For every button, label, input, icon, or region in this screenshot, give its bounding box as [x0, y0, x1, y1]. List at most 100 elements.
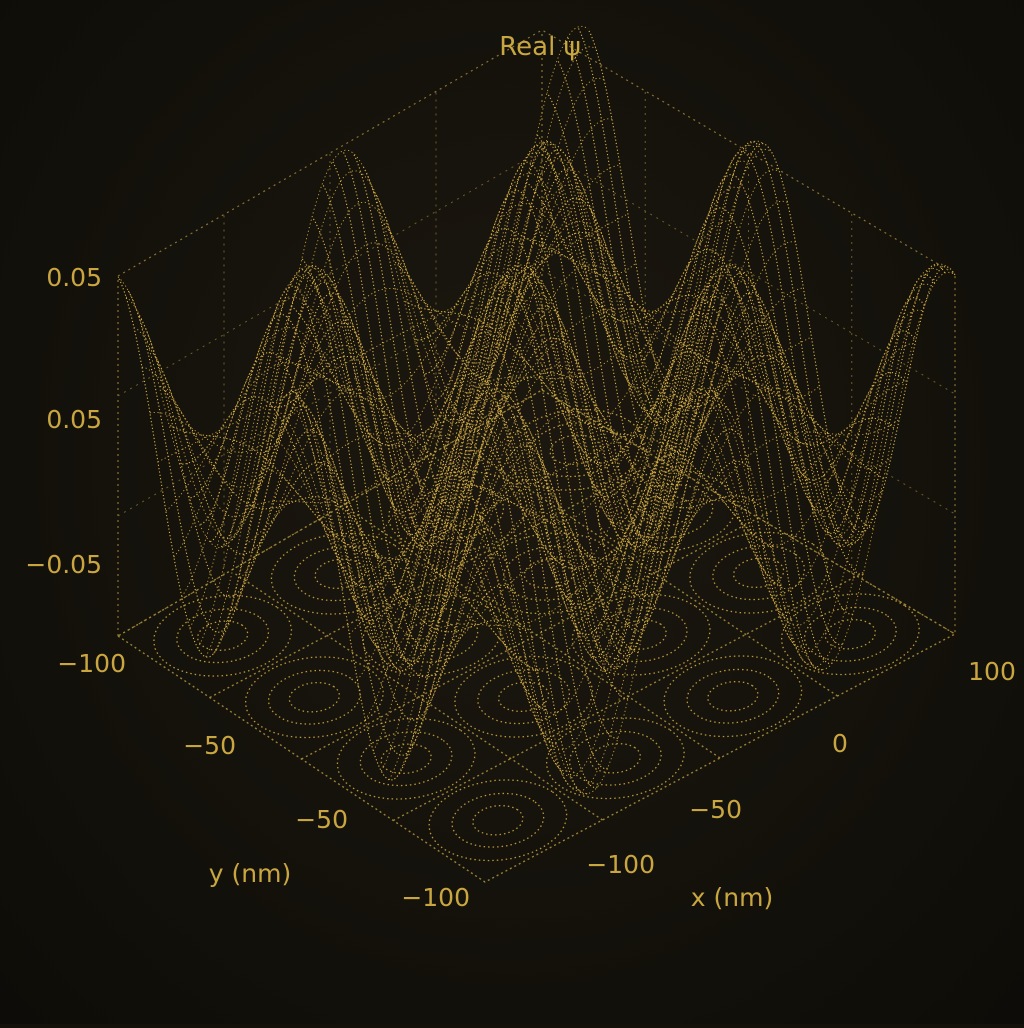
x-axis-label: x (nm) — [691, 883, 773, 912]
mesh-line-x — [209, 285, 578, 789]
mesh-line-y — [165, 238, 637, 512]
mesh-line-x — [199, 313, 567, 772]
mesh-line-y — [157, 213, 629, 463]
contour-ring — [314, 558, 366, 590]
contour-ring — [732, 557, 785, 589]
mesh-line-x — [383, 222, 752, 554]
contour-ring — [707, 680, 759, 712]
mesh-line-x — [311, 216, 680, 636]
mesh-line-y — [445, 342, 916, 670]
mesh-line-y — [364, 296, 836, 721]
floor-contours — [153, 408, 920, 862]
contour-ring — [663, 655, 803, 738]
mesh-line-x — [352, 152, 721, 657]
mesh-line-x — [577, 26, 946, 546]
y-tick-label: −100 — [401, 883, 470, 912]
mesh-line-y — [420, 387, 892, 705]
floor-border — [116, 389, 957, 883]
mesh-line-y — [341, 336, 812, 586]
mesh-line-x — [372, 190, 741, 597]
contour-ring — [523, 557, 576, 589]
back-grid — [117, 29, 956, 637]
contour-ring — [153, 594, 293, 677]
mesh-line-y — [317, 200, 788, 641]
chart-title: Real ψ — [499, 32, 580, 62]
contour-ring — [589, 742, 642, 774]
mesh-line-x — [546, 92, 915, 512]
floor-grid-line — [301, 510, 772, 760]
contour-ring — [267, 669, 361, 725]
contour-ring — [196, 620, 249, 652]
mesh-line-y — [372, 274, 844, 752]
mesh-line-x — [240, 273, 608, 770]
x-tick-label: 0 — [832, 729, 848, 758]
contour-ring — [359, 731, 453, 787]
floor-grid-line — [235, 573, 603, 821]
mesh-line-x — [291, 305, 660, 570]
mesh-line-y — [125, 46, 597, 539]
mesh-line-x — [189, 351, 557, 745]
mesh-line-y — [349, 361, 820, 635]
mesh-line-x — [393, 260, 762, 509]
mesh-line-x — [526, 181, 895, 446]
mesh-line-y — [149, 164, 621, 453]
mesh-line-x — [117, 276, 486, 781]
x-tick-label: −50 — [689, 795, 742, 824]
contour-ring — [454, 655, 594, 738]
mesh-line-x — [219, 269, 588, 795]
mesh-line-y — [277, 160, 748, 628]
contour-ring — [385, 607, 479, 663]
contour-ring — [406, 619, 458, 651]
mesh-line-x — [281, 356, 649, 604]
contour-ring — [497, 681, 550, 713]
contour-ring — [380, 743, 432, 775]
mesh-line-y — [173, 203, 645, 558]
mesh-line-x — [158, 384, 527, 633]
mesh-line-y — [261, 219, 732, 547]
mesh-line-y — [285, 144, 756, 654]
mesh-line-y — [468, 267, 940, 777]
mesh-line-x — [434, 189, 802, 648]
mesh-line-x — [362, 166, 731, 632]
contour-ring — [686, 668, 780, 724]
mesh-line-y — [309, 169, 780, 662]
z-tick-label: −0.05 — [25, 550, 102, 579]
mesh-line-x — [271, 355, 639, 654]
mesh-line-x — [342, 150, 711, 670]
mesh-line-y — [205, 143, 677, 658]
mesh-line-y — [189, 151, 661, 629]
y-tick-label: −50 — [295, 805, 348, 834]
contour-ring — [824, 618, 877, 650]
contour-ring — [689, 531, 829, 614]
mesh-line-y — [197, 141, 669, 649]
z-tick-label: 0.05 — [46, 405, 102, 434]
mesh-line-x — [137, 314, 506, 721]
contour-ring — [568, 730, 662, 786]
y-tick-label: −100 — [57, 649, 126, 678]
y-axis-label: y (nm) — [209, 859, 291, 888]
mesh-line-y — [476, 263, 948, 792]
mesh-line-y — [460, 283, 932, 751]
contour-ring — [244, 656, 384, 739]
mesh-line-y — [356, 326, 828, 681]
contour-ring — [594, 607, 688, 663]
box-edge — [117, 29, 956, 636]
mesh-line-x — [250, 292, 618, 739]
mesh-line-x — [444, 161, 813, 665]
contour-ring — [641, 495, 693, 527]
mesh-line-y — [133, 77, 605, 518]
mesh-line-x — [516, 232, 884, 480]
mesh-line-y — [293, 140, 764, 669]
z-tick-label: 0.05 — [46, 263, 102, 292]
mesh-line-x — [485, 168, 853, 615]
box-edge — [117, 389, 543, 637]
mesh-line-x — [475, 149, 843, 646]
mesh-line-x — [148, 346, 517, 678]
contour-ring — [451, 792, 545, 848]
mesh-line-x — [168, 424, 537, 672]
surface-mesh — [117, 25, 956, 795]
mesh-line-x — [332, 160, 701, 670]
mesh-line-x — [414, 272, 782, 587]
